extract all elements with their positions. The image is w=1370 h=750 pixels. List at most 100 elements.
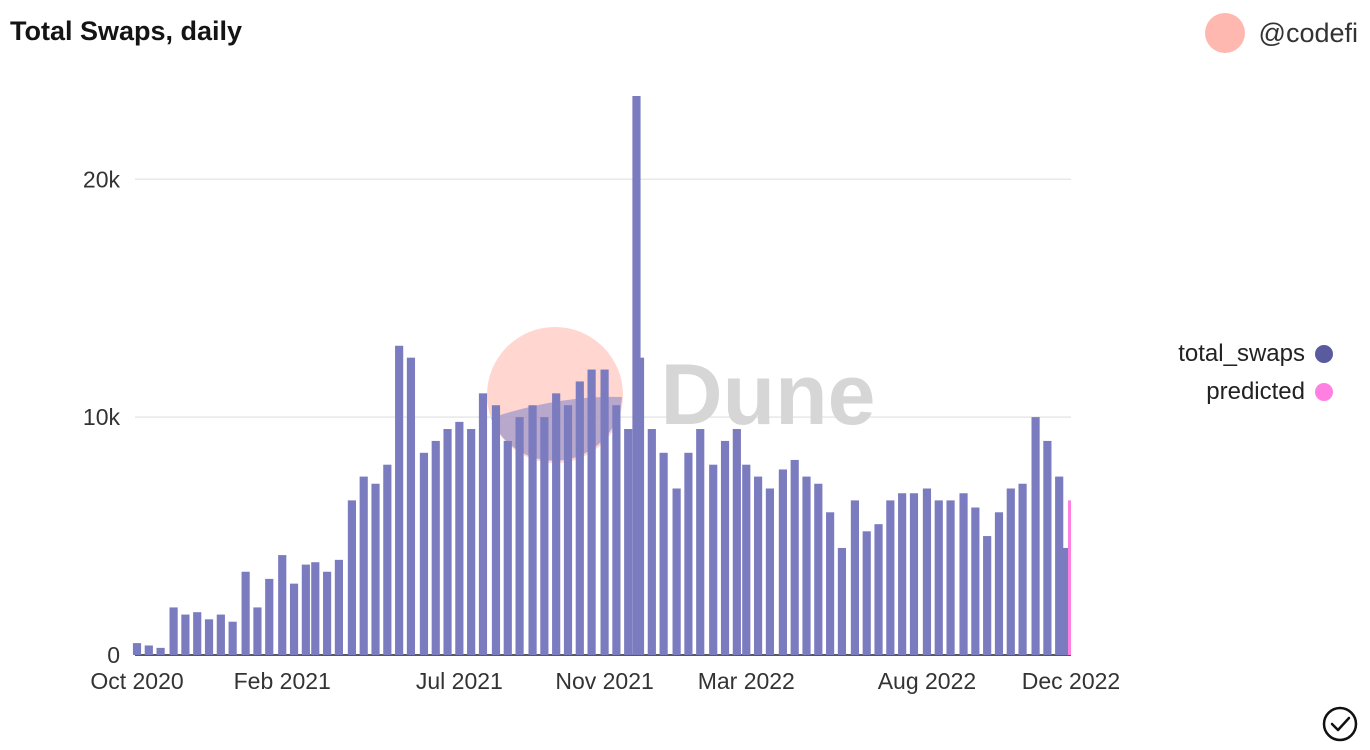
bar-total_swaps[interactable] <box>431 440 440 655</box>
bar-total_swaps[interactable] <box>994 512 1004 655</box>
bar-total_swaps[interactable] <box>850 500 860 655</box>
author-name: @codefi <box>1258 17 1358 48</box>
bar-total_swaps[interactable] <box>169 607 178 655</box>
bar-total_swaps[interactable] <box>1055 476 1064 655</box>
bar-total_swaps[interactable] <box>922 488 932 655</box>
bar-total_swaps[interactable] <box>874 524 883 655</box>
bar-total_swaps[interactable] <box>959 493 968 655</box>
bar-total_swaps[interactable] <box>132 643 142 655</box>
bar-total_swaps[interactable] <box>443 429 452 655</box>
bar-total_swaps[interactable] <box>311 562 320 655</box>
bar-total_swaps[interactable] <box>1062 547 1071 655</box>
bar-total_swaps[interactable] <box>289 583 299 655</box>
bar-total_swaps[interactable] <box>1018 483 1027 655</box>
bar-total_swaps[interactable] <box>983 536 992 655</box>
bar-total_swaps[interactable] <box>503 440 512 655</box>
bar-total_swaps[interactable] <box>395 345 404 655</box>
x-tick-label: Mar 2022 <box>698 668 795 694</box>
bar-total_swaps[interactable] <box>1006 488 1015 655</box>
bar-total_swaps[interactable] <box>826 512 835 655</box>
bar-total_swaps[interactable] <box>563 405 573 655</box>
bar-total_swaps[interactable] <box>934 500 943 655</box>
bar-total_swaps[interactable] <box>635 357 645 655</box>
x-tick-label: Nov 2021 <box>555 668 653 694</box>
bar-total_swaps[interactable] <box>754 476 763 655</box>
bar-total_swaps[interactable] <box>696 429 705 655</box>
bar-total_swaps[interactable] <box>790 459 799 655</box>
bar-total_swaps[interactable] <box>193 612 202 655</box>
chart-title: Total Swaps, daily <box>10 16 243 46</box>
bar-total_swaps[interactable] <box>301 564 310 655</box>
bar-total_swaps[interactable] <box>720 440 730 655</box>
y-tick-label: 20k <box>83 166 121 192</box>
bar-total_swaps[interactable] <box>455 421 464 655</box>
bar-total_swaps[interactable] <box>204 619 214 655</box>
bar-total_swaps[interactable] <box>347 500 356 655</box>
y-tick-label: 0 <box>107 642 120 668</box>
bar-total_swaps[interactable] <box>491 405 501 655</box>
x-tick-label: Feb 2021 <box>234 668 331 694</box>
y-tick-label: 10k <box>83 404 121 430</box>
bar-total_swaps[interactable] <box>802 476 811 655</box>
bar-total_swaps[interactable] <box>406 357 416 655</box>
axis-ticks: 0 10k 20k Oct 2020 Feb 2021 Jul 2021 Nov 2021 M… <box>83 166 1120 694</box>
bar-total_swaps[interactable] <box>862 531 871 655</box>
bar-total_swaps[interactable] <box>837 547 847 655</box>
bar-total_swaps[interactable] <box>334 559 344 655</box>
bar-total_swaps[interactable] <box>478 393 488 655</box>
bar-total_swaps[interactable] <box>659 452 668 655</box>
bar-total_swaps[interactable] <box>898 493 907 655</box>
author-badge[interactable]: @codefi <box>1204 12 1358 54</box>
bar-total_swaps[interactable] <box>156 647 165 655</box>
bar-total_swaps[interactable] <box>946 500 955 655</box>
legend-item-predicted[interactable]: predicted <box>1206 378 1333 406</box>
bar-predicted[interactable] <box>1068 500 1071 655</box>
bar-total_swaps[interactable] <box>742 464 751 655</box>
bar-total_swaps[interactable] <box>575 381 584 655</box>
bar-total_swaps[interactable] <box>909 493 919 655</box>
bar-total_swaps[interactable] <box>371 483 380 655</box>
bar-total_swaps[interactable] <box>181 614 190 655</box>
legend-dot-predicted <box>1315 383 1333 401</box>
bar-total_swaps[interactable] <box>383 464 392 655</box>
dune-watermark: Dune <box>661 347 876 443</box>
bar-total_swaps[interactable] <box>265 578 274 655</box>
bar-total_swaps[interactable] <box>971 507 980 655</box>
bar-total_swaps[interactable] <box>684 452 693 655</box>
bar-total_swaps[interactable] <box>359 476 368 655</box>
bar-total_swaps[interactable] <box>1043 440 1052 655</box>
bar-total_swaps[interactable] <box>814 483 823 655</box>
bar-total_swaps[interactable] <box>216 614 225 655</box>
bar-total_swaps[interactable] <box>732 429 741 655</box>
bar-total_swaps[interactable] <box>253 607 262 655</box>
bar-total_swaps[interactable] <box>528 405 537 655</box>
bar-total_swaps[interactable] <box>709 464 718 655</box>
bar-total_swaps[interactable] <box>1031 417 1040 655</box>
bar-total_swaps[interactable] <box>144 645 153 655</box>
bar-total_swaps[interactable] <box>467 429 476 655</box>
bar-total_swaps[interactable] <box>765 488 774 655</box>
bar-total_swaps[interactable] <box>624 429 633 655</box>
bar-total_swaps[interactable] <box>600 369 609 655</box>
bar-total_swaps[interactable] <box>778 469 787 655</box>
bar-total_swaps[interactable] <box>647 429 656 655</box>
check-circle-icon[interactable] <box>1322 706 1358 742</box>
legend-item-total-swaps[interactable]: total_swaps <box>1178 340 1333 368</box>
bar-total_swaps[interactable] <box>587 369 596 655</box>
legend-label-predicted: predicted <box>1206 378 1305 405</box>
bar-total_swaps[interactable] <box>241 571 250 655</box>
bar-total_swaps[interactable] <box>540 417 549 655</box>
legend-label-total-swaps: total_swaps <box>1178 340 1305 367</box>
bars <box>132 96 1071 655</box>
bar-total_swaps[interactable] <box>278 555 287 655</box>
bar-total_swaps[interactable] <box>612 405 621 655</box>
bar-total_swaps[interactable] <box>323 571 332 655</box>
bar-total_swaps[interactable] <box>886 500 895 655</box>
bar-total_swaps[interactable] <box>672 488 681 655</box>
bar-total_swaps[interactable] <box>552 393 561 655</box>
bar-total_swaps[interactable] <box>228 621 237 655</box>
legend: total_swaps predicted <box>1178 340 1333 406</box>
bar-total_swaps[interactable] <box>515 417 524 655</box>
bar-total_swaps[interactable] <box>419 452 429 655</box>
